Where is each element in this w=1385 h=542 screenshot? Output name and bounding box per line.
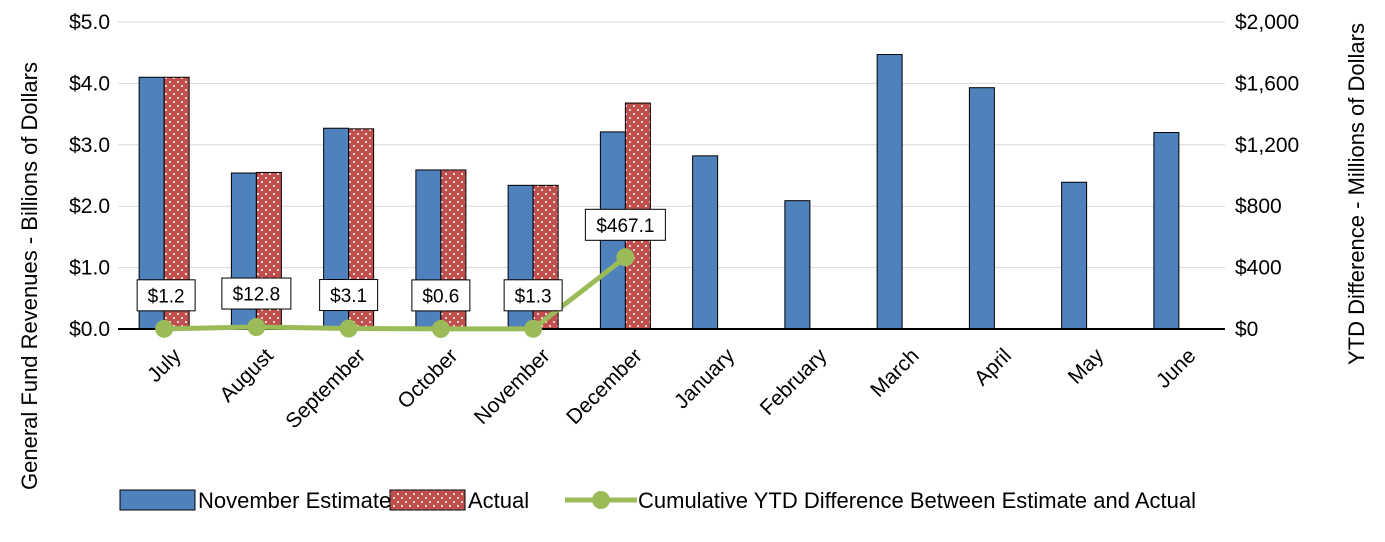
left-tick-label: $0.0 (69, 318, 110, 341)
legend-label-actual: Actual (468, 488, 529, 513)
gridlines (118, 21, 1225, 269)
data-label-box (584, 208, 666, 241)
legend-swatch-estimate (119, 489, 196, 511)
data-label-text: $12.8 (233, 285, 281, 306)
data-label-text: $467.1 (596, 216, 654, 237)
right-tick-label: $0 (1235, 318, 1258, 341)
data-label-text: $3.1 (330, 286, 367, 307)
x-tick-label: July (143, 344, 186, 387)
x-tick-label: December (562, 344, 647, 429)
data-label: $1.2 (136, 279, 196, 312)
data-label-box (411, 279, 471, 312)
bar-estimate (968, 87, 995, 330)
data-label: $467.1 (584, 208, 666, 241)
left-tick-label: $4.0 (69, 72, 110, 95)
left-tick-label: $3.0 (69, 134, 110, 157)
cumulative-line-path (164, 255, 627, 332)
x-tick-label: September (281, 344, 370, 433)
legend: November Estimate Actual Cumulative YTD … (119, 488, 1196, 513)
data-label: $12.8 (221, 277, 292, 310)
legend-label-estimate: November Estimate (198, 488, 391, 513)
data-label-box (221, 277, 292, 310)
x-tick-label: August (215, 344, 278, 407)
right-tick-label: $1,600 (1235, 72, 1299, 95)
x-tick-label: November (470, 344, 555, 429)
right-tick-label: $400 (1235, 257, 1282, 280)
left-tick-label: $5.0 (69, 11, 110, 34)
left-tick-label: $1.0 (69, 257, 110, 280)
right-axis-ticks: $0 $400 $800 $1,200 $1,600 $2,000 (1235, 11, 1299, 341)
cumulative-line-point (616, 248, 635, 267)
legend-label-cumulative: Cumulative YTD Difference Between Estima… (638, 488, 1196, 513)
data-label-box (319, 279, 379, 312)
left-axis-title: General Fund Revenues - Billions of Doll… (17, 62, 42, 490)
cumulative-line-point (524, 319, 543, 338)
data-label-box (503, 279, 563, 312)
x-tick-label: February (756, 344, 832, 420)
right-tick-label: $800 (1235, 195, 1282, 218)
data-labels: $1.2 $12.8 $3.1 $0.6 $1.3 $467.1 (136, 208, 666, 312)
left-tick-label: $2.0 (69, 195, 110, 218)
x-axis-ticks: July August September October November Decemb… (143, 344, 1200, 433)
cumulative-line-point (431, 319, 450, 338)
bar-estimate (1061, 181, 1088, 330)
cumulative-line-point (247, 318, 266, 337)
legend-swatch-actual (389, 489, 466, 511)
data-label: $1.3 (503, 279, 563, 312)
bar-estimate (784, 200, 811, 330)
data-label-box (136, 279, 196, 312)
right-tick-label: $2,000 (1235, 11, 1299, 34)
data-label: $0.6 (411, 279, 471, 312)
bars (138, 54, 1180, 330)
x-tick-label: October (393, 344, 462, 413)
right-tick-label: $1,200 (1235, 134, 1299, 157)
bar-estimate (1153, 132, 1180, 330)
x-tick-label: April (970, 344, 1016, 390)
data-label-text: $0.6 (422, 286, 459, 307)
bar-estimate (692, 155, 719, 330)
x-tick-label: May (1064, 344, 1109, 389)
right-axis-title: YTD Difference - Millions of Dollars (1344, 23, 1369, 365)
x-tick-label: March (866, 344, 924, 402)
x-tick-label: January (670, 344, 739, 413)
data-label-text: $1.2 (148, 286, 185, 307)
cumulative-line-point (339, 319, 358, 338)
cumulative-line (155, 248, 635, 338)
x-tick-label: June (1152, 344, 1200, 392)
left-axis-ticks: $0.0 $1.0 $2.0 $3.0 $4.0 $5.0 (69, 11, 110, 341)
bar-estimate (876, 54, 903, 330)
data-label: $3.1 (319, 279, 379, 312)
data-label-text: $1.3 (515, 286, 552, 307)
cumulative-line-point (155, 319, 174, 338)
legend-swatch-line-marker (592, 491, 610, 509)
